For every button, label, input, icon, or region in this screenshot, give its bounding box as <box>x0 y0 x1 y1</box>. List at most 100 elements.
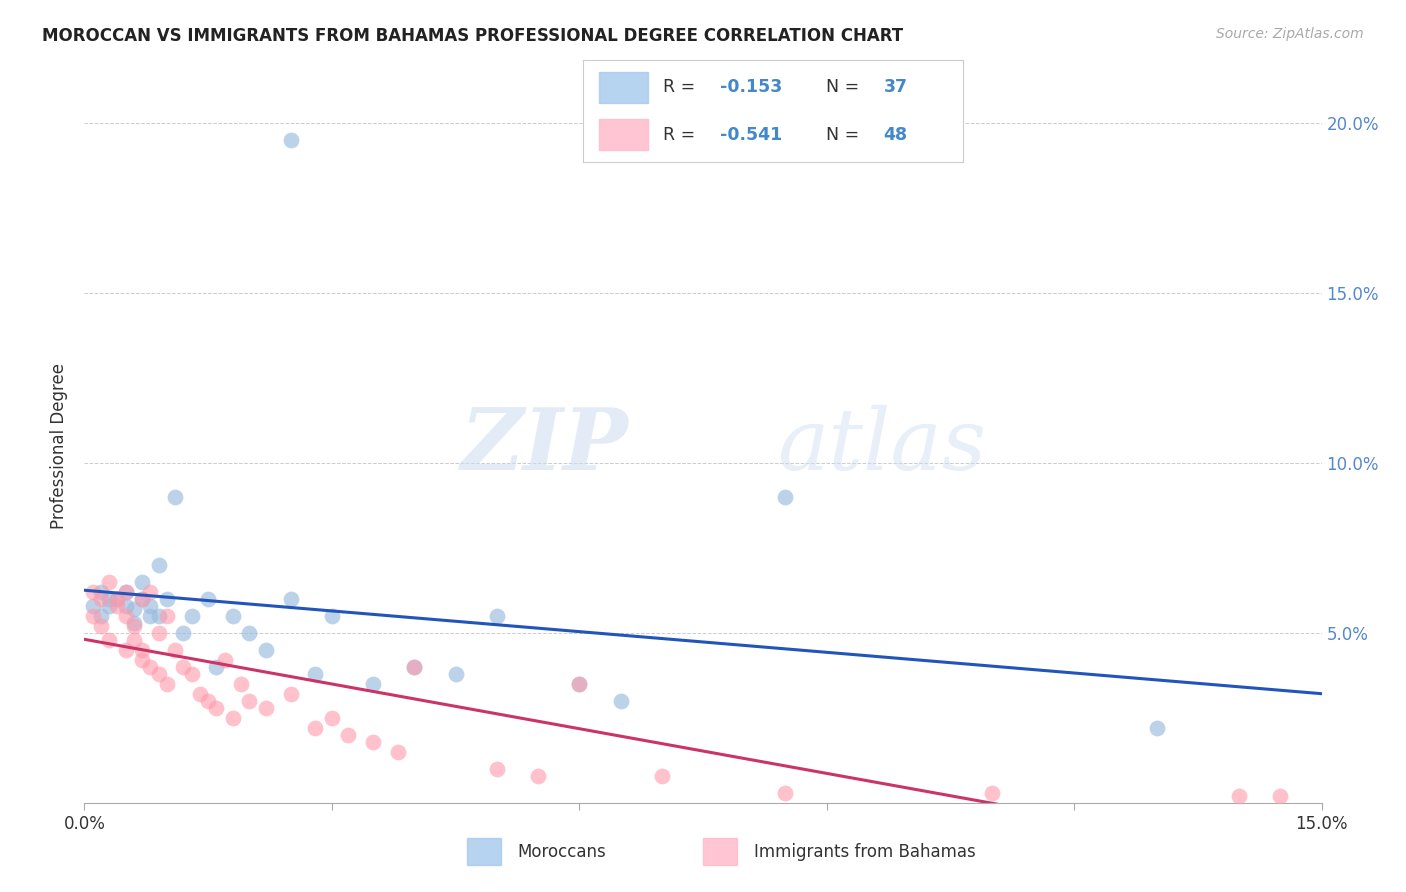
Text: N =: N = <box>827 126 865 144</box>
Point <box>205 660 228 674</box>
Point <box>114 643 136 657</box>
Point <box>254 643 277 657</box>
Point <box>1270 789 1292 803</box>
Text: atlas: atlas <box>778 405 987 487</box>
Point <box>98 574 121 589</box>
Text: N =: N = <box>827 78 865 96</box>
Point <box>156 677 179 691</box>
Point <box>214 653 236 667</box>
Point <box>82 585 104 599</box>
Point <box>404 660 426 674</box>
Point <box>131 643 153 657</box>
Text: ZIP: ZIP <box>461 404 628 488</box>
Point <box>404 660 426 674</box>
Text: -0.541: -0.541 <box>720 126 782 144</box>
Text: Moroccans: Moroccans <box>517 843 606 861</box>
Point <box>98 632 121 647</box>
Point <box>165 643 187 657</box>
Point <box>321 711 343 725</box>
Point <box>90 608 112 623</box>
Point <box>651 769 673 783</box>
Point <box>280 687 302 701</box>
Point <box>485 762 508 776</box>
Point <box>568 677 591 691</box>
Point <box>114 585 136 599</box>
Point <box>188 687 211 701</box>
Point <box>775 490 797 504</box>
Point <box>105 599 128 613</box>
Point <box>1227 789 1250 803</box>
Text: R =: R = <box>664 126 702 144</box>
Point <box>148 558 170 572</box>
Point <box>148 666 170 681</box>
Point <box>280 591 302 606</box>
Point <box>180 608 202 623</box>
Point <box>139 585 162 599</box>
Text: Source: ZipAtlas.com: Source: ZipAtlas.com <box>1216 27 1364 41</box>
Point <box>90 619 112 633</box>
Point <box>172 660 194 674</box>
Point <box>139 660 162 674</box>
Point <box>337 728 360 742</box>
Point <box>1146 721 1168 735</box>
Point <box>131 591 153 606</box>
Point <box>148 608 170 623</box>
Point <box>205 700 228 714</box>
Point <box>172 626 194 640</box>
Bar <box>467 838 501 865</box>
Point <box>122 632 145 647</box>
Point <box>304 721 326 735</box>
Point <box>114 599 136 613</box>
Point <box>122 615 145 630</box>
Point <box>82 608 104 623</box>
Point <box>180 666 202 681</box>
Point <box>90 591 112 606</box>
Point <box>361 734 384 748</box>
Point <box>197 694 219 708</box>
Point <box>148 626 170 640</box>
Point <box>222 711 245 725</box>
Point <box>280 133 302 147</box>
Text: -0.153: -0.153 <box>720 78 782 96</box>
Point <box>139 608 162 623</box>
Point <box>387 745 409 759</box>
Bar <box>599 120 648 150</box>
Point <box>105 591 128 606</box>
Text: R =: R = <box>664 78 702 96</box>
Point <box>980 786 1002 800</box>
Point <box>321 608 343 623</box>
Text: 48: 48 <box>883 126 907 144</box>
Point <box>114 608 136 623</box>
Point <box>114 585 136 599</box>
Point <box>361 677 384 691</box>
Point <box>131 653 153 667</box>
Point <box>90 585 112 599</box>
Point <box>254 700 277 714</box>
Point <box>131 574 153 589</box>
Point <box>122 602 145 616</box>
Y-axis label: Professional Degree: Professional Degree <box>51 363 69 529</box>
Point <box>222 608 245 623</box>
Text: MOROCCAN VS IMMIGRANTS FROM BAHAMAS PROFESSIONAL DEGREE CORRELATION CHART: MOROCCAN VS IMMIGRANTS FROM BAHAMAS PROF… <box>42 27 903 45</box>
Point <box>156 608 179 623</box>
Point <box>568 677 591 691</box>
Point <box>122 619 145 633</box>
Point <box>165 490 187 504</box>
Point <box>527 769 550 783</box>
Point <box>197 591 219 606</box>
Point <box>485 608 508 623</box>
Text: Immigrants from Bahamas: Immigrants from Bahamas <box>754 843 976 861</box>
Point <box>105 591 128 606</box>
Point <box>98 599 121 613</box>
Bar <box>599 72 648 103</box>
Point <box>775 786 797 800</box>
Point <box>131 591 153 606</box>
Point <box>229 677 252 691</box>
Bar <box>703 838 737 865</box>
Point <box>139 599 162 613</box>
Point <box>238 626 260 640</box>
Point <box>304 666 326 681</box>
Point <box>444 666 467 681</box>
Point <box>609 694 631 708</box>
Point <box>82 599 104 613</box>
